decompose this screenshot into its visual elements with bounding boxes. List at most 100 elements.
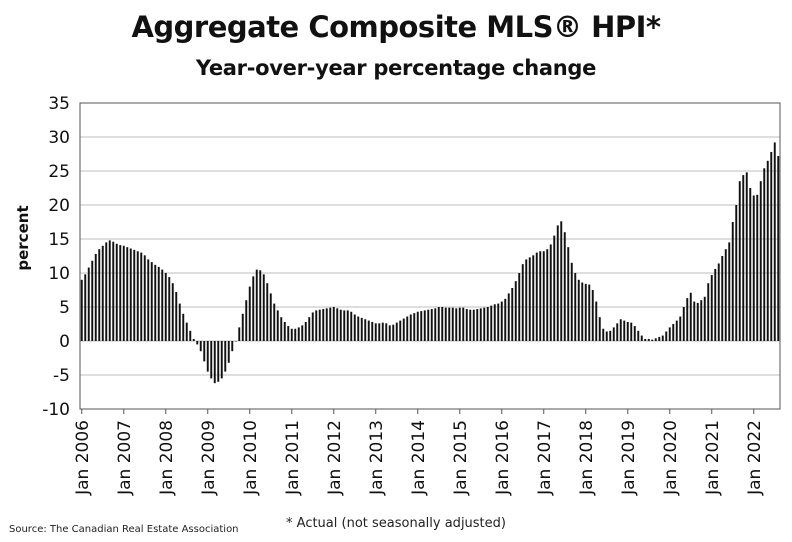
bar bbox=[150, 262, 153, 341]
bar bbox=[98, 249, 101, 341]
bar bbox=[227, 341, 230, 363]
bar bbox=[777, 156, 780, 341]
bar bbox=[357, 316, 360, 341]
bar bbox=[108, 240, 111, 341]
bar bbox=[483, 307, 486, 341]
bar bbox=[311, 312, 314, 341]
bar bbox=[273, 303, 276, 341]
bar bbox=[248, 286, 251, 341]
bar bbox=[325, 308, 328, 341]
bar bbox=[518, 273, 521, 341]
bar bbox=[241, 313, 244, 341]
bar bbox=[616, 323, 619, 341]
bar bbox=[259, 270, 262, 341]
bar bbox=[206, 341, 209, 372]
bar-series bbox=[80, 142, 780, 384]
bar bbox=[679, 316, 682, 341]
bar bbox=[171, 283, 174, 341]
bar bbox=[570, 262, 573, 341]
bar bbox=[213, 341, 216, 384]
bar bbox=[490, 305, 493, 341]
bar bbox=[388, 325, 391, 341]
x-tick-label: Jan 2009 bbox=[199, 420, 219, 496]
bar bbox=[136, 251, 139, 341]
bar bbox=[689, 292, 692, 341]
bar bbox=[234, 341, 237, 342]
bar bbox=[343, 310, 346, 341]
bar bbox=[577, 279, 580, 341]
bar bbox=[497, 303, 500, 341]
bar bbox=[637, 330, 640, 341]
bar bbox=[119, 245, 122, 341]
bar bbox=[140, 252, 143, 341]
footnote: * Actual (not seasonally adjusted) bbox=[286, 516, 506, 531]
bar bbox=[427, 309, 430, 341]
y-tick-label: 5 bbox=[59, 298, 70, 318]
bar bbox=[374, 323, 377, 341]
bar bbox=[192, 338, 195, 341]
bar bbox=[371, 321, 374, 341]
bar bbox=[262, 274, 265, 341]
bar bbox=[759, 181, 762, 341]
bar bbox=[724, 249, 727, 341]
y-tick-label: -5 bbox=[53, 366, 70, 386]
bar bbox=[612, 327, 615, 341]
bar bbox=[294, 328, 297, 341]
bar bbox=[745, 172, 748, 341]
bar bbox=[444, 307, 447, 341]
y-tick-label: 15 bbox=[48, 230, 70, 250]
bar bbox=[161, 269, 164, 341]
bar bbox=[101, 245, 104, 341]
bar bbox=[773, 142, 776, 341]
plot-frame bbox=[79, 102, 781, 410]
bar bbox=[269, 293, 272, 341]
bar bbox=[472, 309, 475, 341]
bar bbox=[255, 269, 258, 341]
bar bbox=[392, 324, 395, 341]
bar bbox=[423, 310, 426, 341]
bar bbox=[346, 310, 349, 341]
bar bbox=[668, 327, 671, 341]
bar bbox=[406, 316, 409, 341]
bar bbox=[661, 335, 664, 341]
bar bbox=[133, 249, 136, 341]
gridlines bbox=[80, 102, 780, 410]
bar bbox=[560, 221, 563, 341]
bar bbox=[420, 311, 423, 341]
y-tick-label: 30 bbox=[48, 128, 70, 148]
bar bbox=[539, 251, 542, 341]
bar bbox=[245, 300, 248, 341]
bar bbox=[525, 259, 528, 341]
bar bbox=[619, 319, 622, 341]
x-tick-label: Jan 2019 bbox=[619, 420, 639, 496]
bar bbox=[336, 308, 339, 341]
x-tick-label: Jan 2011 bbox=[283, 420, 303, 496]
bar bbox=[199, 341, 202, 352]
bar bbox=[553, 235, 556, 341]
bar bbox=[409, 314, 412, 341]
bar bbox=[353, 314, 356, 341]
bar bbox=[500, 301, 503, 341]
bar bbox=[476, 309, 479, 341]
bar bbox=[686, 298, 689, 341]
bar bbox=[605, 331, 608, 341]
x-tick-label: Jan 2015 bbox=[451, 420, 471, 496]
bar bbox=[91, 260, 94, 341]
x-axis: Jan 2006 Jan 2007 Jan 2008 Jan 2009 Jan 2010… bbox=[73, 409, 765, 496]
y-tick-label: 0 bbox=[59, 332, 70, 352]
x-tick-label: Jan 2018 bbox=[577, 420, 597, 496]
bar bbox=[770, 151, 773, 341]
bar bbox=[210, 341, 213, 379]
bar bbox=[80, 279, 83, 341]
bar bbox=[455, 308, 458, 341]
bar bbox=[542, 251, 545, 341]
bar bbox=[175, 292, 178, 341]
y-tick-label: -10 bbox=[42, 400, 70, 420]
bar bbox=[514, 281, 517, 341]
bar bbox=[630, 322, 633, 341]
bar bbox=[105, 242, 108, 341]
bar bbox=[182, 313, 185, 341]
bar bbox=[224, 341, 227, 372]
bar bbox=[115, 243, 118, 341]
bar bbox=[598, 317, 601, 341]
